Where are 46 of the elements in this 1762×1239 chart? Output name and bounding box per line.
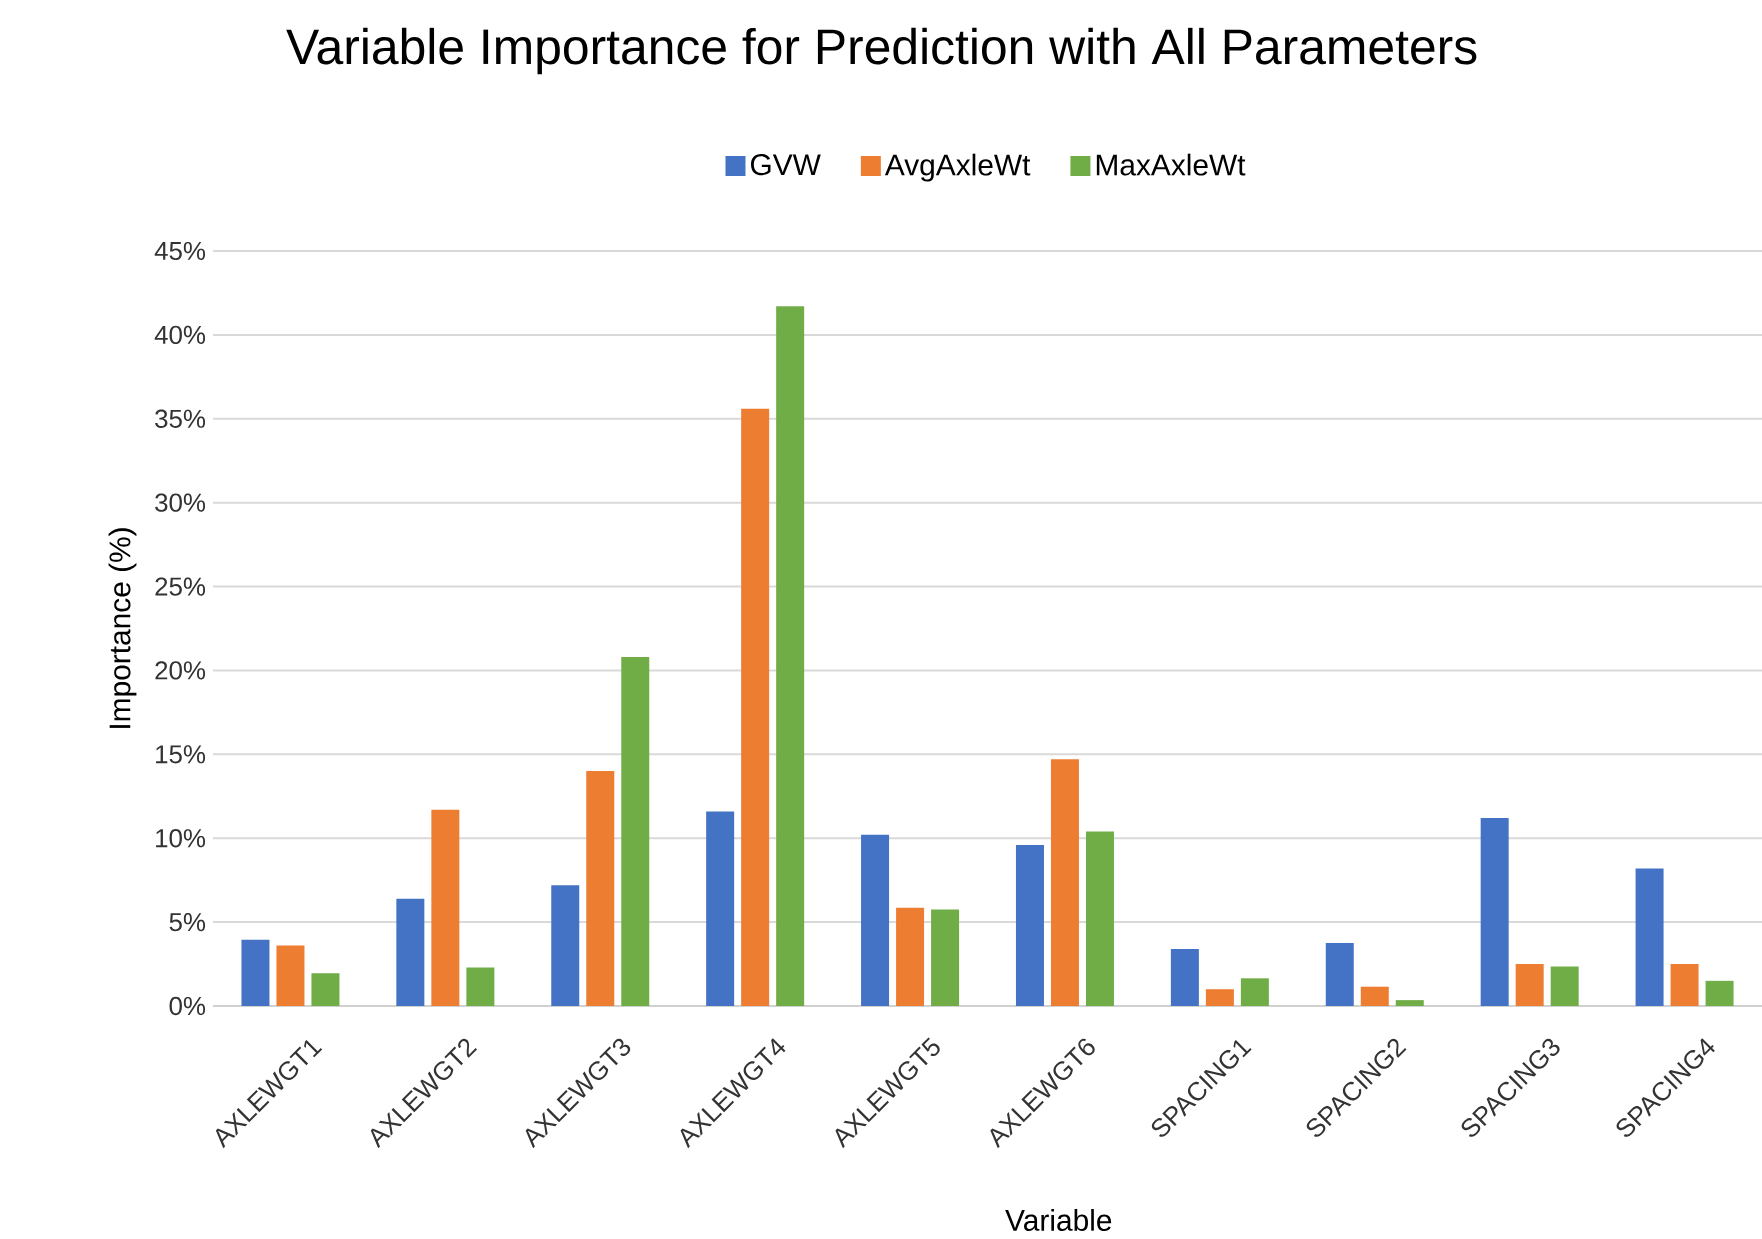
bar (1205, 989, 1234, 1006)
bar (1170, 948, 1199, 1006)
bar (1550, 966, 1579, 1006)
y-tick-label: 20% (155, 661, 206, 680)
y-tick-label: 5% (169, 913, 206, 932)
legend-label: MaxAxleWt (1096, 153, 1246, 176)
y-tick-label: 30% (155, 493, 206, 512)
y-tick-label: 0% (169, 996, 206, 1016)
bar (1705, 980, 1734, 1006)
bar (1015, 844, 1044, 1006)
y-tick-label: 15% (156, 745, 206, 764)
bar (776, 306, 805, 1006)
bar (1050, 759, 1079, 1006)
legend-label: GVW (750, 154, 821, 176)
y-tick-label: 45% (154, 241, 206, 261)
bar (1515, 964, 1544, 1006)
bar (1670, 964, 1699, 1006)
y-tick-label: 10% (156, 829, 206, 848)
bar (621, 657, 650, 1006)
bar (1325, 943, 1354, 1006)
y-tick-label: 40% (154, 325, 206, 345)
bar (706, 811, 735, 1006)
legend-label: AvgAxleWt (884, 153, 1031, 182)
bar (1360, 986, 1389, 1006)
bar (1480, 818, 1509, 1006)
bar (741, 408, 770, 1006)
bar (431, 809, 460, 1006)
bar (241, 939, 270, 1006)
bar (931, 909, 960, 1006)
bar (1395, 1000, 1424, 1006)
bar (861, 834, 890, 1006)
bar (396, 898, 425, 1006)
chart-title: Variable Importance for Prediction with All Parameters (286, 27, 1477, 75)
bar (1085, 831, 1114, 1006)
bar (1635, 868, 1664, 1006)
bar (311, 973, 340, 1006)
bar (586, 771, 615, 1006)
bar (1240, 978, 1269, 1006)
bar (466, 967, 495, 1006)
y-axis-title: Importance (%) (108, 528, 137, 728)
bar (896, 907, 925, 1006)
bar (276, 945, 305, 1006)
y-tick-label: 25% (155, 577, 206, 596)
x-axis-title: Variable (1005, 1209, 1112, 1231)
y-tick-label: 35% (155, 409, 206, 428)
bar (551, 885, 580, 1006)
